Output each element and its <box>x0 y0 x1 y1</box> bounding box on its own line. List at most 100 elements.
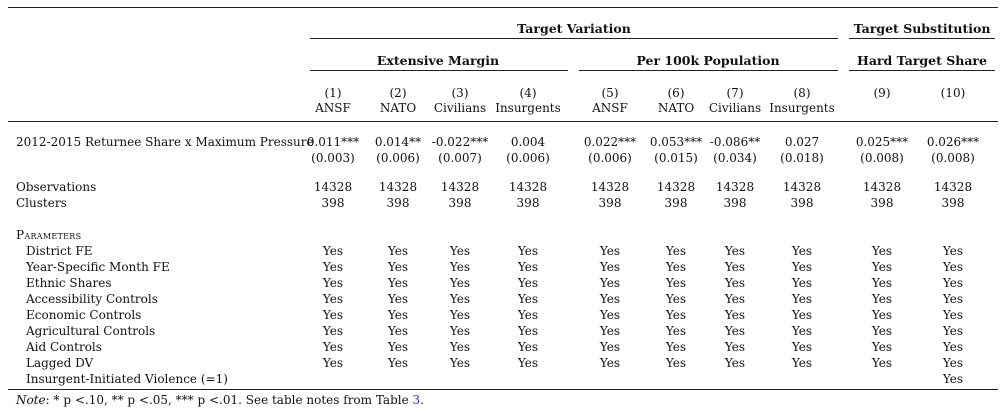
column-number: (4) <box>519 86 537 100</box>
column-number: (3) <box>451 86 469 100</box>
subheader-per-100k: Per 100k Population <box>636 53 780 68</box>
parameter-value: Yes <box>942 356 964 370</box>
note-lead: Note <box>16 393 46 407</box>
parameter-value: Yes <box>791 244 813 258</box>
parameter-value: Yes <box>599 324 621 338</box>
parameter-label: Year-Specific Month FE <box>26 260 170 274</box>
sub3-rule <box>849 70 995 71</box>
column-label: ANSF <box>592 101 628 115</box>
coef-estimate: 0.011*** <box>306 135 360 149</box>
coef-se: (0.018) <box>780 151 824 165</box>
parameter-value: Yes <box>387 244 409 258</box>
parameter-label: Agricultural Controls <box>26 324 156 338</box>
coef-se: (0.003) <box>311 151 355 165</box>
parameter-label: Lagged DV <box>26 356 94 370</box>
parameter-value: Yes <box>871 356 893 370</box>
stat-value: 14328 <box>933 180 973 194</box>
parameter-value: Yes <box>387 292 409 306</box>
parameter-value: Yes <box>449 340 471 354</box>
parameter-value: Yes <box>942 324 964 338</box>
column-number: (5) <box>601 86 619 100</box>
parameter-value: Yes <box>599 292 621 306</box>
parameter-value: Yes <box>599 308 621 322</box>
parameter-label: Aid Controls <box>26 340 102 354</box>
stat-value: 14328 <box>656 180 696 194</box>
note-text: : * p <.10, ** p <.05, *** p <.01. See t… <box>45 393 413 407</box>
stat-value: 14328 <box>440 180 480 194</box>
stat-value: 14328 <box>313 180 353 194</box>
parameter-value: Yes <box>517 260 539 274</box>
column-label: NATO <box>379 101 417 115</box>
sub2-rule <box>579 70 838 71</box>
parameter-value: Yes <box>871 276 893 290</box>
stat-value: 398 <box>941 196 965 210</box>
stat-value: 398 <box>870 196 894 210</box>
parameter-value: Yes <box>724 324 746 338</box>
parameter-value: Yes <box>724 356 746 370</box>
parameter-label: Ethnic Shares <box>26 276 112 290</box>
column-number: (1) <box>324 86 342 100</box>
parameter-value: Yes <box>517 244 539 258</box>
parameter-value: Yes <box>517 292 539 306</box>
parameter-value: Yes <box>724 292 746 306</box>
coef-row-label: 2012-2015 Returnee Share x Maximum Press… <box>16 135 314 149</box>
parameter-value: Yes <box>322 292 344 306</box>
parameter-value: Yes <box>724 244 746 258</box>
stat-value: 398 <box>448 196 472 210</box>
coef-se: (0.008) <box>860 151 904 165</box>
parameter-value: Yes <box>599 244 621 258</box>
stat-label: Observations <box>16 180 97 194</box>
table-note: Note: * p <.10, ** p <.05, *** p <.01. S… <box>16 393 424 407</box>
parameter-value: Yes <box>791 324 813 338</box>
group2-rule <box>849 38 995 39</box>
stat-value: 14328 <box>715 180 755 194</box>
header-rule <box>8 121 998 122</box>
group-header-target-substitution: Target Substitution <box>853 21 991 36</box>
parameter-value: Yes <box>665 276 687 290</box>
parameter-value: Yes <box>517 308 539 322</box>
parameter-value: Yes <box>791 340 813 354</box>
parameter-value: Yes <box>387 260 409 274</box>
stat-value: 14328 <box>508 180 548 194</box>
column-number: (7) <box>726 86 744 100</box>
stat-value: 398 <box>598 196 622 210</box>
column-label: Insurgents <box>769 101 835 115</box>
coef-estimate: 0.022*** <box>583 135 637 149</box>
column-label: Civilians <box>433 101 487 115</box>
parameter-value: Yes <box>665 308 687 322</box>
parameter-value: Yes <box>322 276 344 290</box>
parameter-value: Yes <box>599 356 621 370</box>
column-label: NATO <box>657 101 695 115</box>
note-tail: . <box>420 393 424 407</box>
table-ref-link[interactable]: 3 <box>412 393 421 407</box>
parameter-value: Yes <box>791 292 813 306</box>
parameter-value: Yes <box>942 340 964 354</box>
parameter-value: Yes <box>871 324 893 338</box>
parameter-label: Accessibility Controls <box>26 292 158 306</box>
column-label: ANSF <box>315 101 351 115</box>
sub1-rule <box>310 70 568 71</box>
parameter-value: Yes <box>449 292 471 306</box>
bottom-rule <box>8 389 998 390</box>
parameter-value: Yes <box>449 324 471 338</box>
parameter-value: Yes <box>724 276 746 290</box>
parameter-value: Yes <box>322 260 344 274</box>
parameter-value: Yes <box>449 260 471 274</box>
parameter-value: Yes <box>791 260 813 274</box>
parameter-value: Yes <box>791 356 813 370</box>
parameter-label: District FE <box>26 244 93 258</box>
stat-value: 398 <box>790 196 814 210</box>
parameter-value: Yes <box>387 340 409 354</box>
column-number: (8) <box>793 86 811 100</box>
coef-estimate: 0.014** <box>374 135 422 149</box>
parameter-label: Insurgent-Initiated Violence (=1) <box>26 372 228 386</box>
coef-estimate: 0.026*** <box>926 135 980 149</box>
group1-rule <box>310 38 838 39</box>
parameter-value: Yes <box>517 356 539 370</box>
stat-value: 14328 <box>862 180 902 194</box>
column-label: Insurgents <box>495 101 561 115</box>
coef-se: (0.006) <box>588 151 632 165</box>
parameter-value: Yes <box>942 244 964 258</box>
stat-value: 14328 <box>378 180 418 194</box>
stat-value: 398 <box>723 196 747 210</box>
